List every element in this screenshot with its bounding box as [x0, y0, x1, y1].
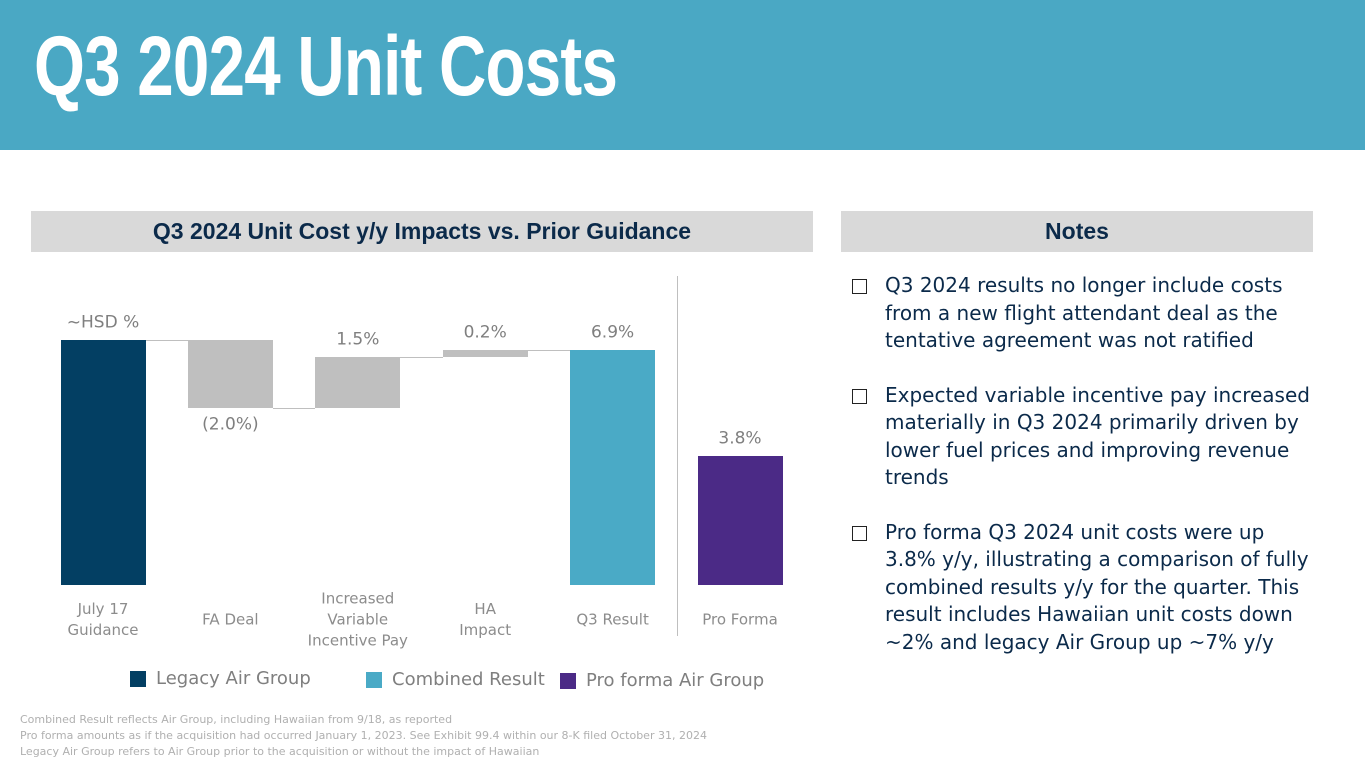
connector: [145, 340, 188, 342]
bullet-box: [852, 525, 867, 541]
notes-title: Notes: [841, 211, 1313, 252]
note-item: Pro forma Q3 2024 unit costs were up 3.8…: [852, 519, 1312, 657]
value-label: ~HSD %: [66, 312, 140, 333]
footnote: Legacy Air Group refers to Air Group pri…: [20, 745, 540, 758]
note-item: Q3 2024 results no longer include costs …: [852, 272, 1312, 355]
legend-label: Pro forma Air Group: [586, 670, 765, 691]
separator: [677, 276, 678, 636]
legend-label: Legacy Air Group: [156, 668, 311, 689]
chart-title: Q3 2024 Unit Cost y/y Impacts vs. Prior …: [31, 211, 813, 252]
legend-item: Combined Result: [366, 669, 545, 690]
header-band: [0, 0, 1365, 150]
bullet-box: [852, 388, 867, 404]
footnote: Combined Result reflects Air Group, incl…: [20, 713, 453, 726]
bar: [315, 357, 401, 409]
bar: [442, 350, 528, 358]
x-tick-label: Increased Variable Incentive Pay: [307, 589, 408, 650]
note-text: Expected variable incentive pay increase…: [885, 382, 1310, 490]
legend-item: Legacy Air Group: [130, 668, 311, 689]
value-label: 6.9%: [590, 322, 635, 343]
value-label: 3.8%: [718, 428, 762, 449]
note-item: Expected variable incentive pay increase…: [852, 382, 1312, 492]
x-tick-label: July 17 Guidance: [67, 600, 139, 639]
connector: [400, 357, 443, 359]
x-tick-label: Q3 Result: [576, 610, 649, 629]
note-text: Q3 2024 results no longer include costs …: [885, 273, 1283, 352]
bullet-box: [852, 279, 867, 294]
bar: [570, 350, 656, 585]
legend-swatch: [130, 670, 146, 687]
legend-swatch: [366, 671, 382, 688]
legend-label: Combined Result: [392, 669, 545, 690]
x-tick-label: HA Impact: [459, 600, 512, 639]
legend-item: Pro forma Air Group: [560, 670, 764, 691]
legend-swatch: [560, 672, 576, 689]
x-tick-label: Pro Forma: [702, 610, 778, 629]
value-label: (2.0%): [202, 414, 259, 435]
footnote: Pro forma amounts as if the acquisition …: [20, 729, 707, 742]
value-label: 0.2%: [463, 322, 507, 343]
connector: [527, 350, 571, 352]
x-tick-label: FA Deal: [202, 610, 259, 629]
footnotes: Combined Result reflects Air Group, incl…: [20, 712, 707, 760]
value-label: 1.5%: [336, 329, 380, 350]
slide-title: Q3 2024 Unit Costs: [34, 19, 618, 113]
bar: [697, 455, 783, 585]
notes-list: Q3 2024 results no longer include costs …: [852, 272, 1312, 683]
bar: [60, 340, 146, 585]
bar: [187, 340, 273, 409]
connector: [272, 408, 316, 410]
note-text: Pro forma Q3 2024 unit costs were up 3.8…: [885, 519, 1309, 654]
